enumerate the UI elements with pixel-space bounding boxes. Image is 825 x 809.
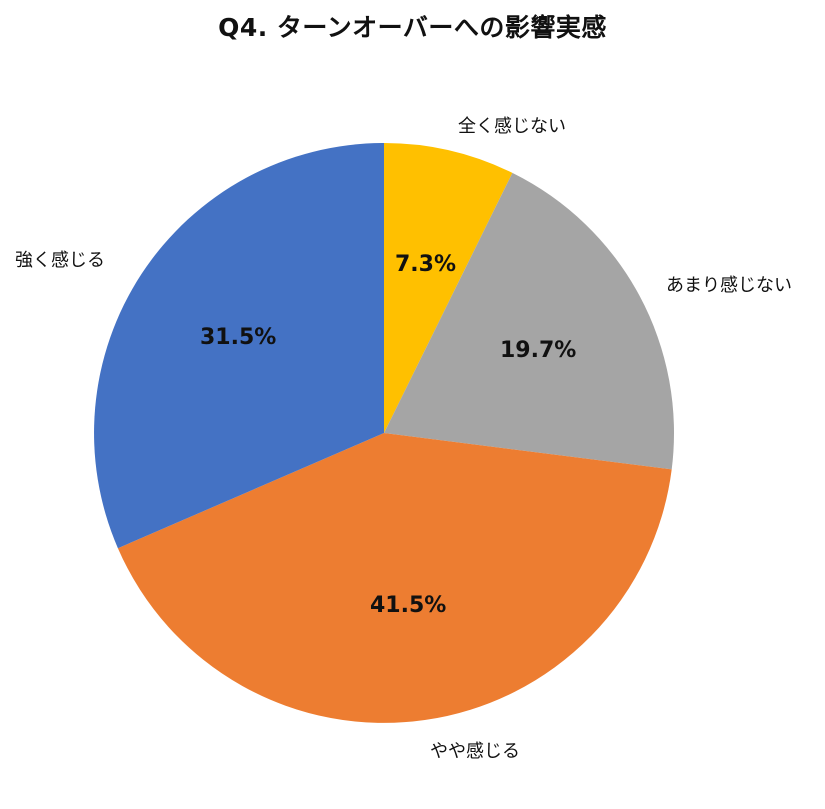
pct-somewhat: 41.5%	[370, 593, 447, 618]
pct-not-much: 19.7%	[500, 338, 577, 363]
slice-somewhat	[117, 433, 672, 723]
label-somewhat: やや感じる	[430, 741, 520, 762]
label-not-much: あまり感じない	[666, 275, 792, 296]
pct-strongly: 31.5%	[200, 325, 277, 350]
pct-not-at-all: 7.3%	[395, 252, 457, 277]
label-strongly: 強く感じる	[15, 250, 105, 271]
slice-strongly	[94, 143, 384, 549]
label-not-at-all: 全く感じない	[458, 116, 566, 137]
slice-not-at-all	[384, 142, 513, 433]
chart-title: Q4. ターンオーバーへの影響実感	[218, 13, 607, 42]
slice-not-much	[384, 172, 675, 470]
